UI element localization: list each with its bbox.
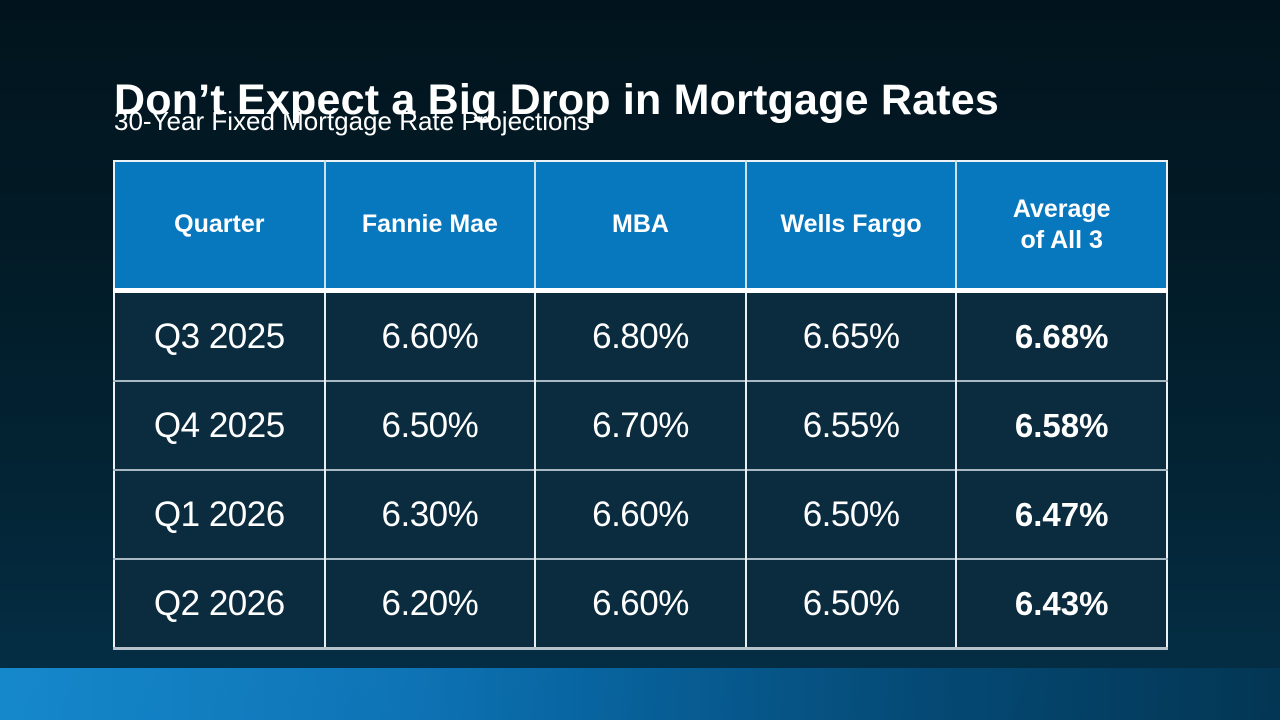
cell-quarter: Q3 2025	[114, 290, 325, 381]
column-header-wells-fargo: Wells Fargo	[744, 161, 957, 293]
cell-wells-fargo: 6.50%	[744, 469, 957, 559]
table-row-q1-2026: Q1 2026 6.30% 6.60% 6.50% 6.47%	[114, 469, 1167, 559]
table-row-q4-2025: Q4 2025 6.50% 6.70% 6.55% 6.58%	[114, 380, 1167, 470]
slide-title: Don’t Expect a Big Drop in Mortgage Rate…	[114, 75, 1000, 124]
column-header-fannie-mae: Fannie Mae	[323, 161, 536, 293]
column-header-mba: MBA	[534, 161, 746, 293]
cell-quarter: Q4 2025	[114, 380, 325, 470]
projections-table-container: Quarter Fannie Mae MBA Wells Fargo Avera…	[113, 160, 1168, 650]
table-row-q3-2025: Q3 2025 6.60% 6.80% 6.65% 6.68%	[114, 290, 1167, 381]
cell-quarter: Q2 2026	[114, 558, 325, 650]
cell-wells-fargo: 6.50%	[744, 558, 957, 650]
cell-average: 6.43%	[955, 558, 1167, 650]
cell-wells-fargo: 6.65%	[744, 290, 957, 381]
cell-fannie-mae: 6.60%	[323, 290, 536, 381]
cell-fannie-mae: 6.50%	[323, 380, 536, 470]
slide-subtitle: 30-Year Fixed Mortgage Rate Projections	[114, 106, 590, 136]
cell-mba: 6.60%	[534, 558, 746, 650]
cell-average: 6.68%	[955, 290, 1167, 381]
cell-wells-fargo: 6.55%	[744, 380, 957, 470]
footer-accent-bar	[0, 668, 1280, 720]
cell-fannie-mae: 6.20%	[323, 558, 536, 650]
column-header-average: Average of All 3	[955, 161, 1167, 293]
cell-mba: 6.60%	[534, 469, 746, 559]
cell-mba: 6.70%	[534, 380, 746, 470]
mortgage-rate-projections-table: Quarter Fannie Mae MBA Wells Fargo Avera…	[113, 160, 1168, 650]
table-row-q2-2026: Q2 2026 6.20% 6.60% 6.50% 6.43%	[114, 558, 1167, 650]
table-body: Q3 2025 6.60% 6.80% 6.65% 6.68% Q4 2025 …	[114, 290, 1167, 650]
cell-quarter: Q1 2026	[114, 469, 325, 559]
table-header-row: Quarter Fannie Mae MBA Wells Fargo Avera…	[114, 161, 1167, 293]
cell-average: 6.58%	[955, 380, 1167, 470]
table-header: Quarter Fannie Mae MBA Wells Fargo Avera…	[114, 161, 1167, 293]
cell-fannie-mae: 6.30%	[323, 469, 536, 559]
cell-mba: 6.80%	[534, 290, 746, 381]
cell-average: 6.47%	[955, 469, 1167, 559]
column-header-quarter: Quarter	[114, 161, 325, 293]
